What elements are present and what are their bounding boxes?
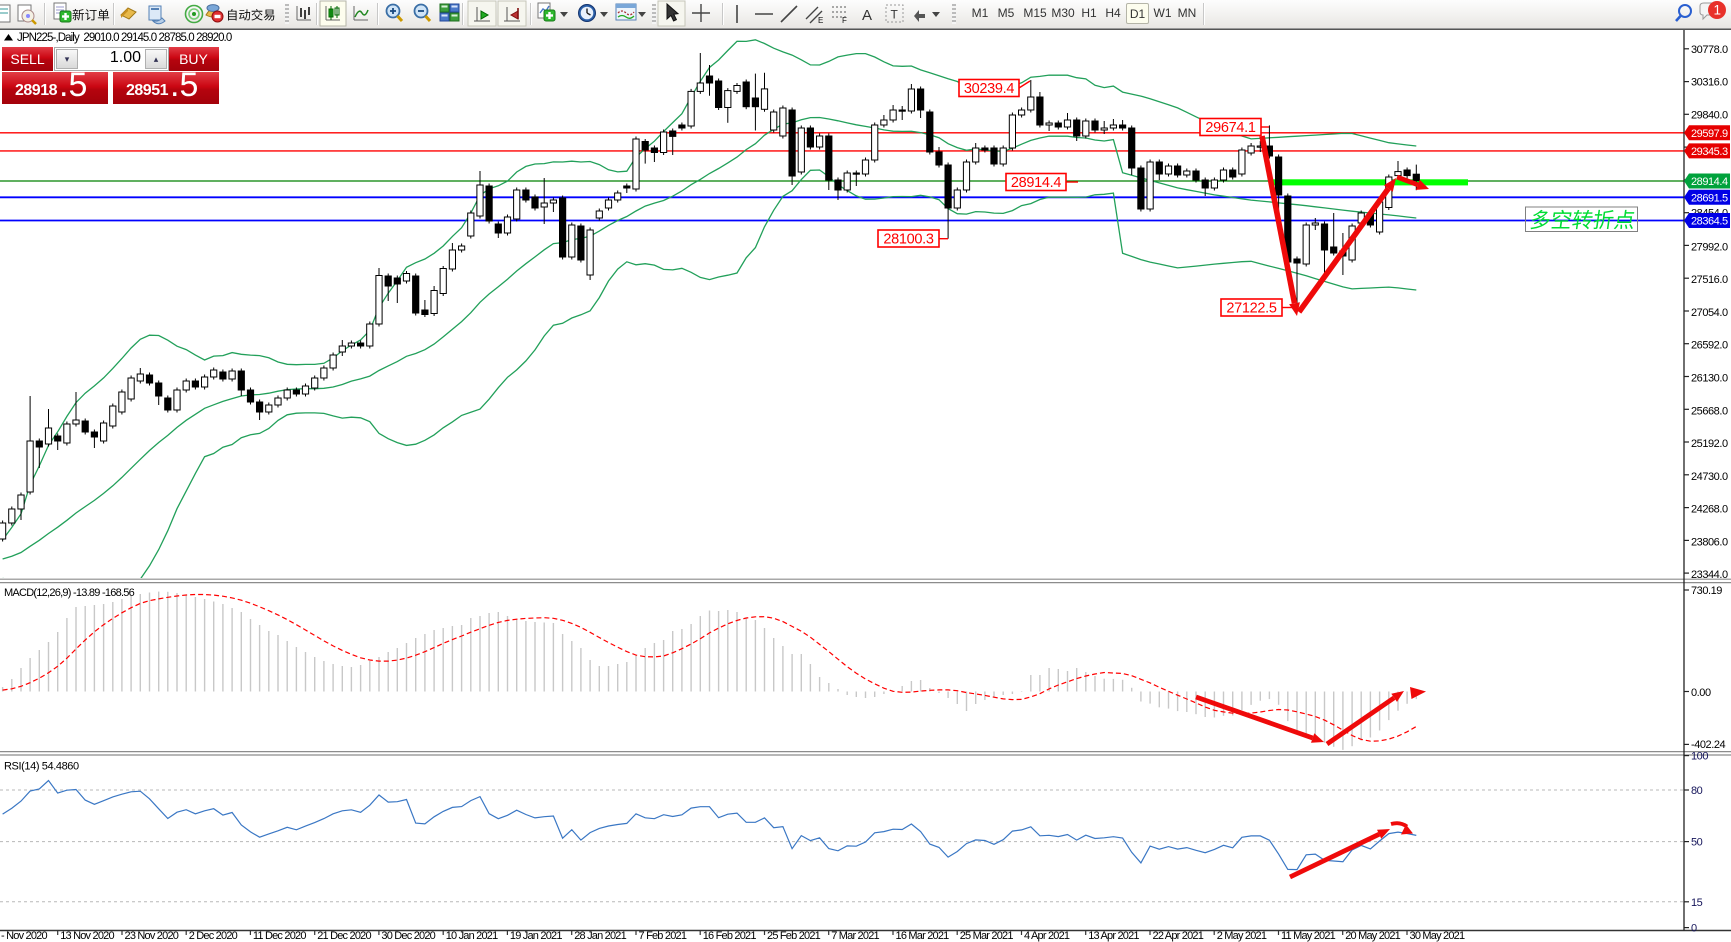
svg-text:13 Nov 2020: 13 Nov 2020 xyxy=(60,930,114,942)
svg-text:23806.0: 23806.0 xyxy=(1691,536,1728,548)
svg-text:30 May 2021: 30 May 2021 xyxy=(1410,930,1465,942)
svg-text:28914.4: 28914.4 xyxy=(1011,175,1062,191)
svg-text:E: E xyxy=(818,16,823,25)
svg-text:100: 100 xyxy=(1691,751,1708,763)
svg-text:27054.0: 27054.0 xyxy=(1691,307,1728,319)
svg-text:24730.0: 24730.0 xyxy=(1691,471,1728,483)
svg-text:A: A xyxy=(862,7,872,24)
svg-text:27122.5: 27122.5 xyxy=(1226,301,1277,317)
svg-text:MACD(12,26,9) -13.89 -168.56: MACD(12,26,9) -13.89 -168.56 xyxy=(4,587,135,599)
svg-text:F: F xyxy=(842,16,847,25)
svg-text:30239.4: 30239.4 xyxy=(964,81,1015,97)
svg-text:7 Mar 2021: 7 Mar 2021 xyxy=(831,930,879,942)
svg-text:11 May 2021: 11 May 2021 xyxy=(1281,930,1336,942)
svg-text:27516.0: 27516.0 xyxy=(1691,274,1728,286)
svg-text:19 Jan 2021: 19 Jan 2021 xyxy=(510,930,562,942)
svg-text:0.00: 0.00 xyxy=(1691,687,1711,699)
svg-text:29345.3: 29345.3 xyxy=(1691,146,1728,158)
svg-text:22 Apr 2021: 22 Apr 2021 xyxy=(1153,930,1204,942)
svg-text:20 May 2021: 20 May 2021 xyxy=(1345,930,1400,942)
svg-text:15: 15 xyxy=(1691,897,1703,909)
svg-text:28100.3: 28100.3 xyxy=(883,232,934,248)
svg-text:29597.9: 29597.9 xyxy=(1691,128,1728,140)
svg-text:29840.0: 29840.0 xyxy=(1691,109,1728,121)
svg-text:730.19: 730.19 xyxy=(1691,585,1722,597)
svg-text:25 Mar 2021: 25 Mar 2021 xyxy=(960,930,1014,942)
svg-text:- Nov 2020: - Nov 2020 xyxy=(1,930,47,942)
svg-text:28914.4: 28914.4 xyxy=(1691,176,1728,188)
svg-text:50: 50 xyxy=(1691,837,1703,849)
svg-text:25668.0: 25668.0 xyxy=(1691,405,1728,417)
svg-text:1: 1 xyxy=(1714,3,1722,18)
svg-text:27992.0: 27992.0 xyxy=(1691,241,1728,253)
svg-text:10 Jan 2021: 10 Jan 2021 xyxy=(446,930,498,942)
svg-text:28 Jan 2021: 28 Jan 2021 xyxy=(574,930,626,942)
svg-text:23 Nov 2020: 23 Nov 2020 xyxy=(125,930,179,942)
svg-text:28364.5: 28364.5 xyxy=(1691,216,1728,228)
svg-text:29674.1: 29674.1 xyxy=(1205,120,1256,136)
svg-text:26592.0: 26592.0 xyxy=(1691,340,1728,352)
svg-text:4 Apr 2021: 4 Apr 2021 xyxy=(1024,930,1070,942)
svg-text:24268.0: 24268.0 xyxy=(1691,504,1728,516)
svg-text:16 Mar 2021: 16 Mar 2021 xyxy=(896,930,950,942)
svg-text:-402.24: -402.24 xyxy=(1691,739,1725,751)
svg-text:26130.0: 26130.0 xyxy=(1691,373,1728,385)
svg-text:21 Dec 2020: 21 Dec 2020 xyxy=(317,930,371,942)
svg-text:7 Feb 2021: 7 Feb 2021 xyxy=(639,930,687,942)
svg-text:JPN225-,Daily 29010.0 29145.0: JPN225-,Daily 29010.0 29145.0 28785.0 28… xyxy=(17,32,232,44)
svg-text:11 Dec 2020: 11 Dec 2020 xyxy=(253,930,306,942)
svg-text:28691.5: 28691.5 xyxy=(1691,192,1728,204)
svg-text:T: T xyxy=(891,8,899,22)
svg-text:80: 80 xyxy=(1691,785,1703,797)
svg-text:RSI(14) 54.4860: RSI(14) 54.4860 xyxy=(4,761,79,773)
svg-text:30778.0: 30778.0 xyxy=(1691,44,1728,56)
svg-text:16 Feb 2021: 16 Feb 2021 xyxy=(703,930,757,942)
svg-text:25192.0: 25192.0 xyxy=(1691,438,1728,450)
svg-text:0: 0 xyxy=(1691,923,1697,935)
svg-text:30316.0: 30316.0 xyxy=(1691,77,1728,89)
svg-text:23344.0: 23344.0 xyxy=(1691,569,1728,581)
svg-text:2 May 2021: 2 May 2021 xyxy=(1217,930,1267,942)
svg-text:25 Feb 2021: 25 Feb 2021 xyxy=(767,930,821,942)
svg-text:2 Dec 2020: 2 Dec 2020 xyxy=(189,930,238,942)
svg-text:30 Dec 2020: 30 Dec 2020 xyxy=(381,930,435,942)
svg-text:13 Apr 2021: 13 Apr 2021 xyxy=(1088,930,1139,942)
